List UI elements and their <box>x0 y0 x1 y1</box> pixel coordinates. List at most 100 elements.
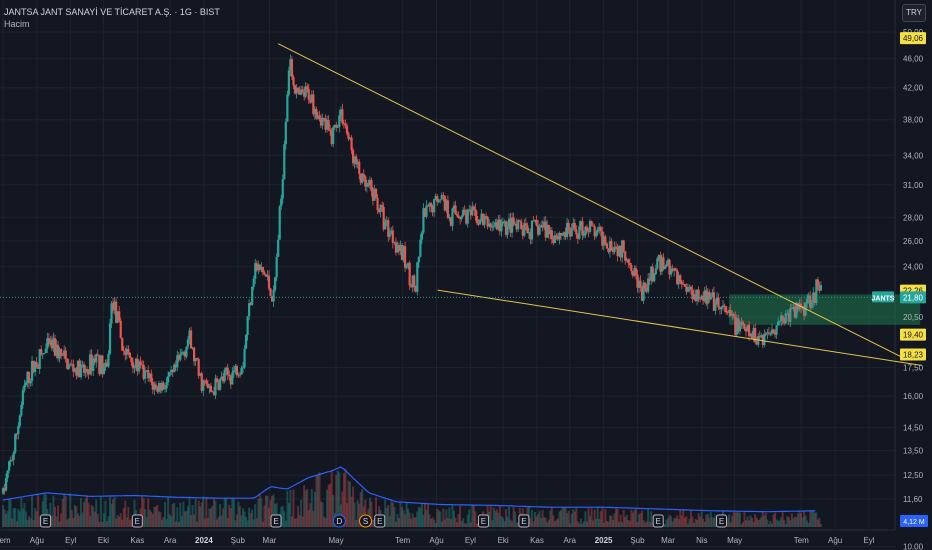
volume-bar <box>222 508 225 527</box>
candle-body <box>157 383 161 392</box>
volume-bar <box>667 517 670 527</box>
candle-body <box>735 318 738 335</box>
candle-body <box>119 320 122 338</box>
candle-body <box>802 306 806 316</box>
candle-body <box>29 381 32 384</box>
candle-body <box>674 268 677 271</box>
candle-body <box>116 311 119 323</box>
volume-bar <box>92 506 95 527</box>
volume-bar <box>96 513 99 527</box>
volume-bar <box>375 497 378 527</box>
candle-body <box>463 209 466 213</box>
candle-body <box>197 359 200 376</box>
candle-body <box>622 240 625 252</box>
earnings-icon <box>270 514 282 528</box>
x-tick-label: Eyl <box>465 536 476 545</box>
volume-bar <box>11 518 14 527</box>
candle-body <box>790 308 793 310</box>
volume-bar <box>396 514 399 527</box>
candle-body <box>104 362 107 368</box>
volume-bar <box>329 483 332 527</box>
x-tick-label: Tem <box>794 536 809 545</box>
volume-bar <box>303 485 306 527</box>
volume-bar <box>436 508 439 527</box>
volume-bar <box>471 504 474 527</box>
price-labels: 49,06 22,26 JANTS 21,80 19,40 18,23 4,12 M <box>872 32 928 527</box>
candle-body <box>509 218 512 233</box>
volume-bar <box>307 510 310 527</box>
candle-body <box>241 367 245 369</box>
volume-bar <box>342 473 345 527</box>
volume-bar <box>604 508 607 527</box>
candle-body <box>351 150 355 164</box>
candle-body <box>30 360 34 382</box>
volume-bar <box>147 498 150 527</box>
y-tick-label: 42,00 <box>903 84 924 93</box>
candle-body <box>709 297 712 300</box>
volume-bar <box>79 498 82 527</box>
candle-body <box>263 272 266 275</box>
candle-body <box>682 284 685 285</box>
volume-bar <box>806 520 809 527</box>
candle-body <box>529 232 532 240</box>
volume-bar <box>43 493 46 527</box>
candle-body <box>102 367 106 374</box>
event-marker-e: E <box>374 514 386 528</box>
volume-bar <box>238 506 241 527</box>
volume-bar <box>183 511 186 527</box>
volume-bar <box>315 474 318 527</box>
candle-body <box>501 221 505 224</box>
volume-bar <box>235 514 238 527</box>
candle-body <box>793 306 797 318</box>
volume-bar <box>211 506 214 527</box>
candle-body <box>546 224 549 238</box>
earnings-icon <box>40 514 52 528</box>
candle-body <box>614 246 618 248</box>
candle-body <box>607 248 610 252</box>
volume-bar <box>819 523 822 527</box>
candle-body <box>677 275 680 285</box>
volume-bar <box>575 507 578 527</box>
volume-bar <box>634 508 637 527</box>
candle-body <box>621 240 624 258</box>
volume-indicator-label[interactable]: Hacim <box>4 19 30 29</box>
candle-body <box>616 247 619 257</box>
candle-body <box>619 245 622 258</box>
candle-body <box>510 217 514 233</box>
candle-body <box>584 226 587 236</box>
candle-body <box>613 246 616 253</box>
candle-body <box>602 236 605 246</box>
volume-bar <box>420 503 423 527</box>
volume-bar <box>156 504 159 527</box>
candle-body <box>318 115 321 120</box>
volume-bar <box>76 513 79 527</box>
candle-body <box>228 374 231 377</box>
volume-bar <box>744 520 747 527</box>
candle-body <box>407 262 410 266</box>
currency-button[interactable]: TRY <box>902 4 926 22</box>
candle-body <box>416 262 419 292</box>
volume-bar <box>783 520 786 527</box>
candle-body <box>686 287 690 292</box>
volume-bar <box>300 499 303 527</box>
candle-body <box>160 382 164 391</box>
candle-body <box>286 94 289 122</box>
volume-bar <box>641 510 644 527</box>
volume-bar <box>459 505 462 527</box>
volume-bar <box>384 499 387 527</box>
candle-body <box>385 220 388 223</box>
candle-body <box>587 230 590 232</box>
candle-body <box>608 241 612 252</box>
dividend-icon <box>332 514 346 528</box>
volume-bar <box>283 511 286 527</box>
volume-bar <box>174 521 177 527</box>
volume-bar <box>472 504 475 527</box>
volume-bar <box>625 514 628 527</box>
candle-body <box>685 286 688 292</box>
candle-body <box>786 313 789 315</box>
volume-bar <box>777 520 780 527</box>
volume-bar <box>624 516 627 527</box>
candle-body <box>737 318 740 332</box>
candle-body <box>562 232 566 236</box>
